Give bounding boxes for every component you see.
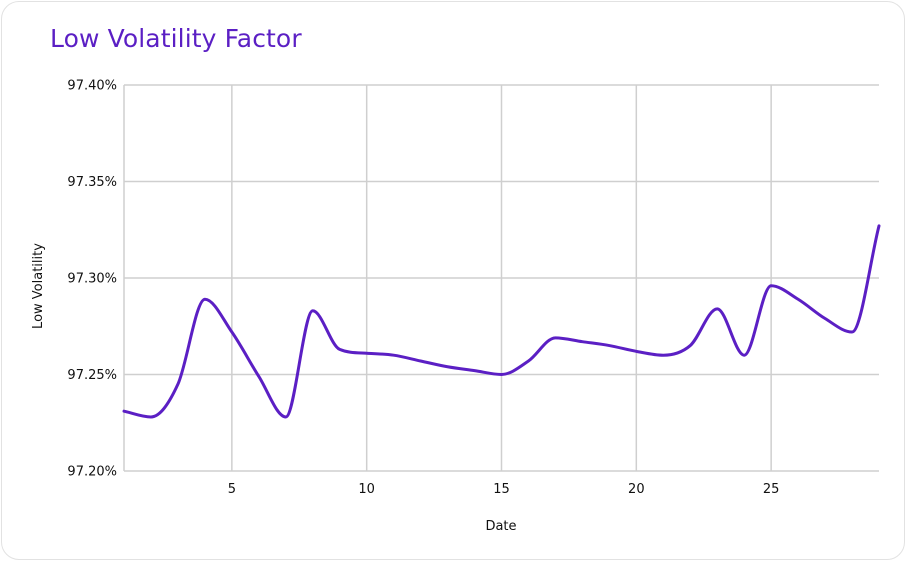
y-tick-label: 97.40% bbox=[67, 79, 117, 94]
chart-title: Low Volatility Factor bbox=[50, 24, 302, 53]
data-point bbox=[877, 224, 881, 228]
data-point bbox=[203, 297, 207, 301]
x-tick-label: 15 bbox=[493, 482, 510, 497]
data-point bbox=[607, 344, 611, 348]
data-point bbox=[688, 344, 692, 348]
chart-grid bbox=[123, 84, 879, 472]
data-point bbox=[850, 330, 854, 334]
y-axis-ticks: 97.20% 97.25% 97.30% 97.35% 97.40% bbox=[67, 79, 117, 480]
x-axis-ticks: 5 10 15 20 25 bbox=[228, 482, 780, 497]
data-point bbox=[742, 353, 746, 357]
data-point bbox=[365, 351, 369, 355]
data-point bbox=[176, 382, 180, 386]
data-point bbox=[823, 317, 827, 321]
data-point bbox=[257, 374, 261, 378]
x-axis-label: Date bbox=[485, 519, 516, 534]
data-point bbox=[526, 359, 530, 363]
data-point bbox=[473, 369, 477, 373]
data-point bbox=[446, 365, 450, 369]
y-tick-label: 97.35% bbox=[67, 175, 117, 190]
y-axis-label: Low Volatility bbox=[31, 243, 46, 329]
x-tick-label: 5 bbox=[228, 482, 236, 497]
data-point bbox=[338, 347, 342, 351]
data-point bbox=[149, 415, 153, 419]
x-tick-label: 25 bbox=[763, 482, 780, 497]
data-point bbox=[311, 309, 315, 313]
data-point bbox=[634, 349, 638, 353]
series-line bbox=[122, 224, 881, 419]
data-point bbox=[500, 373, 504, 377]
data-point bbox=[580, 340, 584, 344]
x-tick-label: 20 bbox=[628, 482, 645, 497]
data-point bbox=[553, 336, 557, 340]
data-point bbox=[284, 415, 288, 419]
data-point bbox=[392, 353, 396, 357]
y-tick-label: 97.20% bbox=[67, 465, 117, 480]
y-tick-label: 97.30% bbox=[67, 272, 117, 287]
data-point bbox=[661, 353, 665, 357]
x-tick-label: 10 bbox=[358, 482, 375, 497]
data-point bbox=[796, 297, 800, 301]
data-point bbox=[419, 359, 423, 363]
data-point bbox=[715, 307, 719, 311]
data-point bbox=[769, 284, 773, 288]
data-point bbox=[230, 330, 234, 334]
data-point bbox=[122, 409, 126, 413]
y-tick-label: 97.25% bbox=[67, 368, 117, 383]
